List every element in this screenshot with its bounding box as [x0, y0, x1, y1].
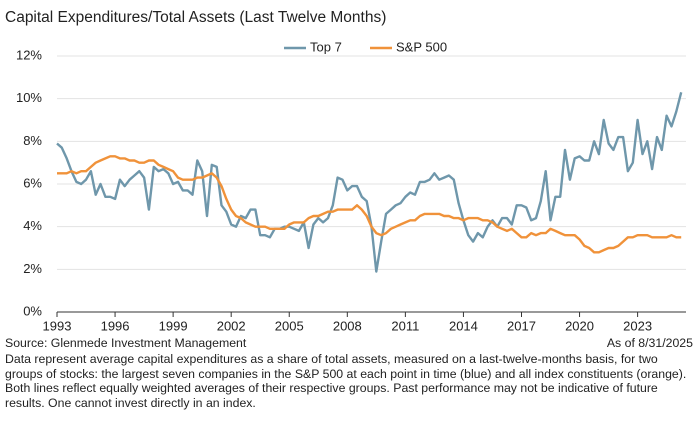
footer: Source: Glenmede Investment Management A…	[5, 336, 693, 351]
x-tick-label: 2023	[623, 318, 652, 333]
x-tick-label: 2014	[449, 318, 478, 333]
y-tick-label: 10%	[16, 90, 42, 105]
note: Data represent average capital expenditu…	[5, 352, 687, 410]
x-tick-label: 1996	[101, 318, 130, 333]
series-line	[57, 155, 682, 254]
y-tick-label: 12%	[16, 47, 42, 62]
x-tick-label: 1993	[43, 318, 72, 333]
x-tick-label: 2005	[275, 318, 304, 333]
x-tick-label: 1999	[159, 318, 188, 333]
legend-label: S&P 500	[396, 39, 447, 54]
chart-title: Capital Expenditures/Total Assets (Last …	[5, 9, 386, 26]
series-line	[56, 92, 683, 273]
x-tick-label: 2002	[217, 318, 246, 333]
y-tick-label: 4%	[23, 218, 42, 233]
x-tick-label: 2017	[507, 318, 536, 333]
x-tick-label: 2020	[565, 318, 594, 333]
legend-label: Top 7	[310, 39, 342, 54]
y-tick-label: 8%	[23, 133, 42, 148]
y-tick-label: 2%	[23, 261, 42, 276]
y-tick-label: 6%	[23, 175, 42, 190]
as-of: As of 8/31/2025	[606, 336, 693, 350]
source: Source: Glenmede Investment Management	[5, 336, 247, 350]
chart: Capital Expenditures/Total Assets (Last …	[5, 9, 686, 333]
y-tick-label: 0%	[23, 303, 42, 318]
x-tick-label: 2008	[333, 318, 362, 333]
x-tick-label: 2011	[391, 318, 419, 333]
